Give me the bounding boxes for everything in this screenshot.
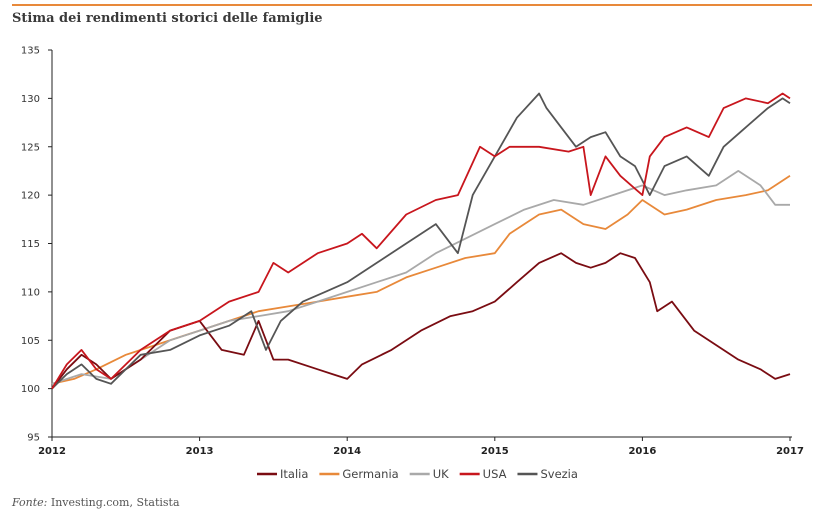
source-text: Investing.com, Statista	[50, 496, 180, 509]
legend: Italia Germania UK USA Svezia	[257, 467, 578, 480]
y-tick-label: 95	[27, 433, 40, 444]
y-tick-label: 130	[21, 94, 40, 105]
title-rule	[12, 4, 812, 6]
x-tick-group: 2012 2013 2014 2015 2016 2017	[38, 437, 804, 457]
y-tick-label: 135	[21, 46, 40, 57]
y-tick-label: 110	[21, 287, 40, 298]
x-tick-label: 2014	[333, 446, 361, 457]
legend-label-germania: Germania	[342, 467, 398, 480]
y-tick-label: 105	[21, 336, 40, 347]
legend-label-usa: USA	[483, 467, 507, 480]
chart-title: Stima dei rendimenti storici delle famig…	[12, 11, 323, 26]
legend-label-svezia: Svezia	[540, 467, 577, 480]
source-label: Fonte:	[12, 496, 48, 509]
legend-label-uk: UK	[433, 467, 449, 480]
series-line-italia	[51, 252, 791, 390]
legend-label-italia: Italia	[280, 467, 308, 480]
series-line-svezia	[51, 92, 791, 390]
series-lines	[51, 92, 791, 390]
y-tick-label: 100	[21, 384, 40, 395]
x-tick-label: 2013	[186, 446, 214, 457]
x-tick-label: 2012	[38, 446, 66, 457]
x-tick-label: 2015	[481, 446, 509, 457]
y-tick-label: 115	[21, 239, 40, 250]
x-tick-label: 2017	[776, 446, 804, 457]
chart-axes	[51, 50, 792, 438]
x-tick-label: 2016	[628, 446, 656, 457]
source-note: Fonte: Investing.com, Statista	[12, 496, 180, 509]
series-line-usa	[51, 92, 791, 390]
series-line-uk	[51, 170, 790, 385]
y-tick-label: 125	[21, 142, 40, 153]
y-tick-label: 120	[21, 191, 40, 202]
y-tick-group: 95 100 105 110 115 120 125 130 135	[21, 46, 52, 444]
